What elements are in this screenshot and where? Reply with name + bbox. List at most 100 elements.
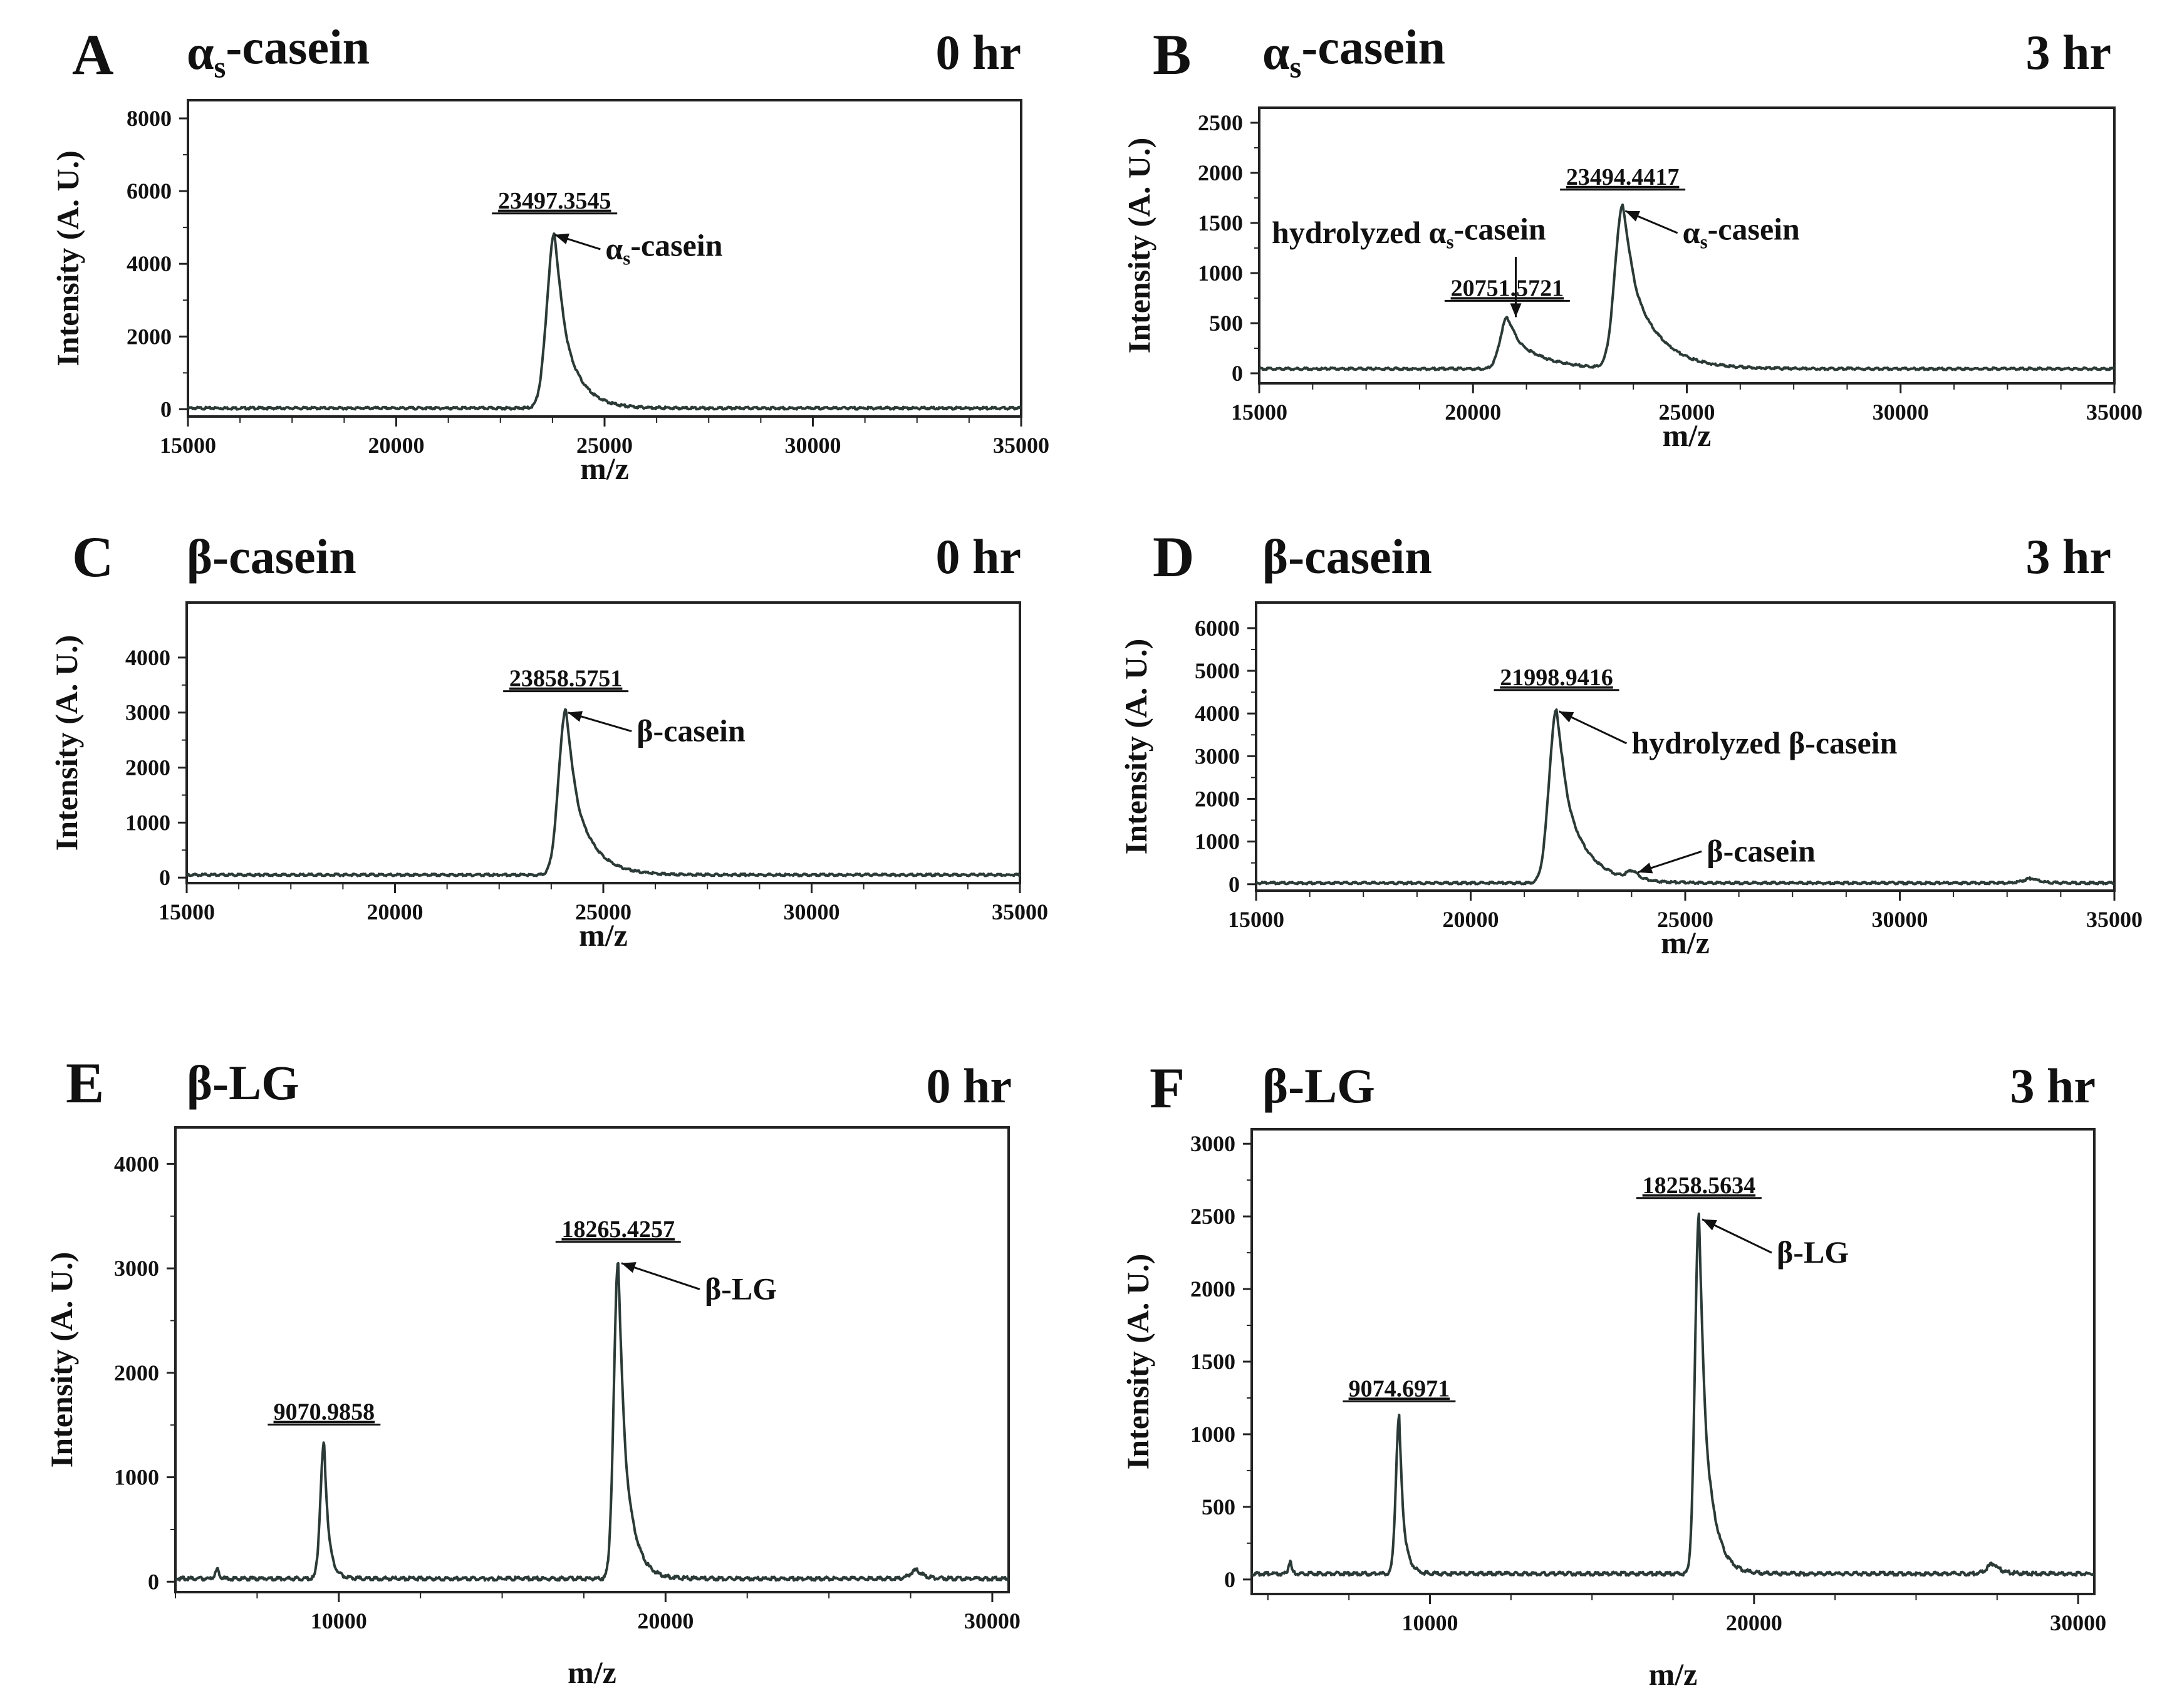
x-tick-label: 35000 bbox=[2086, 907, 2143, 932]
peak-label: 9070.9858 bbox=[274, 1399, 375, 1426]
y-tick-label: 3000 bbox=[1195, 743, 1240, 769]
panel-time: 0 hr bbox=[927, 1058, 1012, 1113]
x-tick-label: 30000 bbox=[2050, 1610, 2106, 1635]
y-tick-label: 6000 bbox=[1195, 616, 1240, 641]
plot-frame bbox=[174, 1126, 1010, 1593]
x-tick-label: 30000 bbox=[784, 899, 840, 924]
x-tick-label: 20000 bbox=[1445, 400, 1501, 425]
panel-time: 0 hr bbox=[936, 529, 1022, 584]
y-tick-label: 2000 bbox=[125, 755, 170, 780]
x-tick-label: 35000 bbox=[993, 433, 1049, 458]
annotation-arrowhead bbox=[1625, 210, 1640, 222]
annotation-arrowhead bbox=[554, 233, 569, 245]
y-tick-label: 2500 bbox=[1190, 1204, 1235, 1229]
y-axis-label: Intensity (A. U.) bbox=[49, 635, 84, 851]
x-tick-label: 25000 bbox=[576, 433, 633, 458]
x-tick-label: 25000 bbox=[1657, 907, 1713, 932]
annotation-label: β-casein bbox=[637, 713, 746, 748]
y-axis-label: Intensity (A. U.) bbox=[1118, 639, 1153, 854]
peak-label: 23494.4417 bbox=[1566, 164, 1680, 190]
y-tick-label: 8000 bbox=[127, 106, 172, 131]
x-tick-label: 10000 bbox=[311, 1608, 367, 1633]
peak-label: 18265.4257 bbox=[561, 1216, 675, 1243]
panel-title: β-casein bbox=[1262, 529, 1432, 584]
annotation-arrowhead bbox=[1638, 862, 1653, 874]
x-tick-label: 35000 bbox=[2086, 400, 2143, 425]
peak-label: 9074.6971 bbox=[1349, 1375, 1450, 1402]
x-tick-label: 30000 bbox=[964, 1608, 1021, 1633]
x-tick-label: 35000 bbox=[992, 899, 1048, 924]
annotation-label: β-LG bbox=[1777, 1234, 1849, 1270]
panel-title: αs-casein bbox=[1262, 20, 1445, 85]
x-axis-label: m/z bbox=[1663, 418, 1712, 453]
y-tick-label: 2000 bbox=[114, 1360, 159, 1385]
y-tick-label: 3000 bbox=[125, 700, 170, 725]
y-tick-label: 0 bbox=[148, 1569, 159, 1594]
x-tick-label: 20000 bbox=[368, 433, 425, 458]
plot-frame bbox=[1250, 1128, 2096, 1595]
y-tick-label: 3000 bbox=[1190, 1131, 1235, 1156]
x-tick-label: 30000 bbox=[1873, 400, 1929, 425]
x-tick-label: 15000 bbox=[160, 433, 216, 458]
peak-label: 23858.5751 bbox=[509, 666, 623, 692]
y-tick-label: 4000 bbox=[127, 251, 172, 276]
y-tick-label: 500 bbox=[1209, 311, 1243, 336]
y-tick-label: 2000 bbox=[1195, 786, 1240, 811]
peak-label: 21998.9416 bbox=[1500, 665, 1613, 691]
annotation-label: hydrolyzed αs-casein bbox=[1272, 212, 1546, 253]
spectrum-line bbox=[1259, 203, 2115, 371]
y-tick-label: 4000 bbox=[114, 1151, 159, 1176]
x-tick-label: 20000 bbox=[1443, 907, 1499, 932]
panel-time: 3 hr bbox=[2026, 529, 2112, 584]
peak-label: 23497.3545 bbox=[498, 188, 611, 214]
panel-time: 3 hr bbox=[2010, 1058, 2096, 1113]
spectrum-line bbox=[1250, 1212, 2095, 1577]
plot-frame bbox=[185, 601, 1021, 884]
x-axis-label: m/z bbox=[1661, 925, 1710, 960]
x-tick-label: 25000 bbox=[1659, 400, 1715, 425]
annotation-arrowhead bbox=[1559, 711, 1574, 723]
panel-title: β-LG bbox=[1262, 1058, 1375, 1113]
y-tick-label: 0 bbox=[1224, 1567, 1235, 1592]
y-axis-label: Intensity (A. U.) bbox=[1120, 1254, 1155, 1469]
y-tick-label: 1000 bbox=[125, 810, 170, 835]
y-tick-label: 1500 bbox=[1198, 210, 1243, 235]
y-tick-label: 2500 bbox=[1198, 110, 1243, 135]
y-tick-label: 5000 bbox=[1195, 658, 1240, 683]
spectrum-line bbox=[185, 708, 1021, 877]
y-tick-label: 0 bbox=[159, 865, 170, 890]
y-axis-label: Intensity (A. U.) bbox=[1121, 138, 1156, 353]
panel-time: 3 hr bbox=[2026, 25, 2112, 80]
y-tick-label: 2000 bbox=[1198, 160, 1243, 185]
y-tick-label: 4000 bbox=[125, 645, 170, 670]
y-tick-label: 6000 bbox=[127, 179, 172, 204]
spectrum-line bbox=[174, 1261, 1010, 1582]
annotation-arrowhead bbox=[568, 711, 583, 722]
x-tick-label: 10000 bbox=[1402, 1610, 1458, 1635]
x-tick-label: 25000 bbox=[575, 899, 631, 924]
panel-title: β-casein bbox=[187, 529, 356, 584]
spectrum-line bbox=[187, 232, 1022, 411]
x-axis-label: m/z bbox=[579, 918, 628, 953]
peak-label: 18258.5634 bbox=[1643, 1172, 1756, 1199]
y-tick-label: 0 bbox=[160, 396, 172, 422]
spectrum-line bbox=[1255, 708, 2115, 886]
annotation-label: hydrolyzed β-casein bbox=[1631, 725, 1897, 760]
x-tick-label: 15000 bbox=[1228, 907, 1284, 932]
x-tick-label: 30000 bbox=[1872, 907, 1928, 932]
y-tick-label: 3000 bbox=[114, 1256, 159, 1281]
y-tick-label: 0 bbox=[1229, 872, 1240, 897]
y-tick-label: 2000 bbox=[1190, 1276, 1235, 1302]
panel-letter: F bbox=[1150, 1056, 1185, 1120]
x-axis-label: m/z bbox=[580, 451, 629, 486]
panel-time: 0 hr bbox=[936, 25, 1022, 80]
plot-frame bbox=[187, 99, 1022, 418]
y-axis-label: Intensity (A. U.) bbox=[50, 150, 85, 366]
annotation-arrowhead bbox=[1510, 303, 1522, 318]
x-tick-label: 15000 bbox=[1231, 400, 1287, 425]
y-tick-label: 1000 bbox=[1198, 261, 1243, 286]
panel-letter: B bbox=[1153, 23, 1191, 86]
